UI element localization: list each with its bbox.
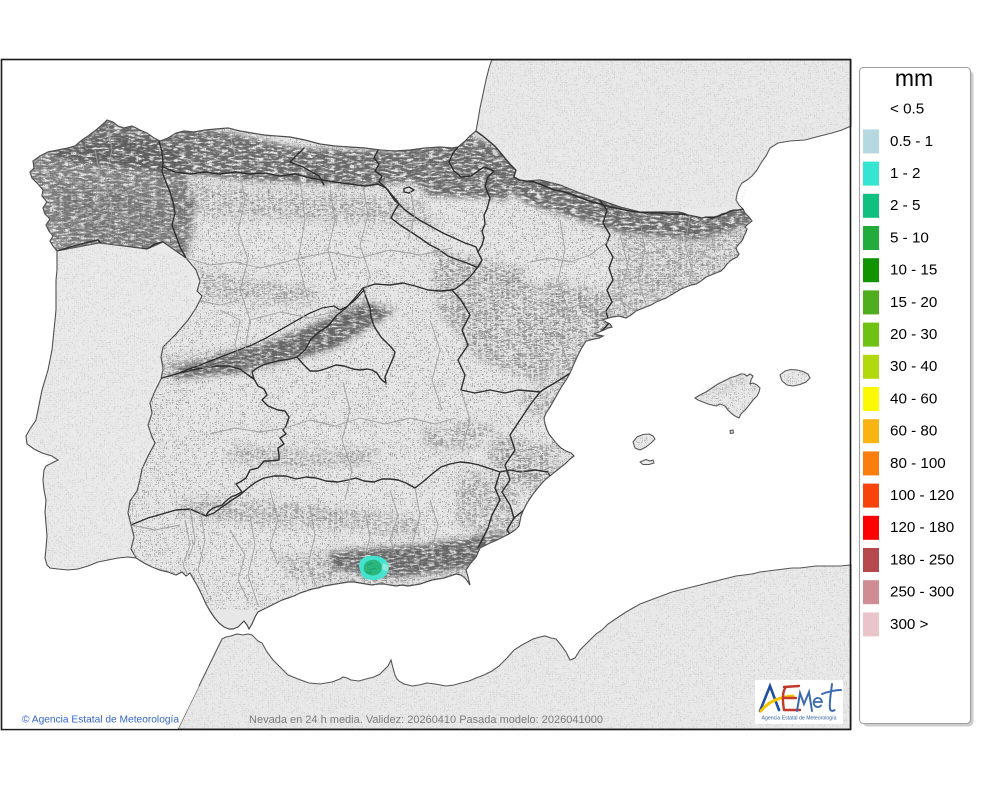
svg-text:0.5 - 1: 0.5 - 1 — [890, 133, 933, 150]
svg-text:< 0.5: < 0.5 — [890, 101, 924, 118]
svg-text:Nevada en 24 h media. Validez:: Nevada en 24 h media. Validez: 20260410 … — [249, 714, 603, 726]
svg-text:20 - 30: 20 - 30 — [890, 326, 937, 343]
svg-text:Agencia Estatal de Meteorologí: Agencia Estatal de Meteorología — [762, 716, 837, 722]
svg-text:mm: mm — [895, 65, 933, 91]
svg-text:30 - 40: 30 - 40 — [890, 358, 937, 375]
svg-text:10 - 15: 10 - 15 — [890, 262, 937, 279]
svg-text:250 - 300: 250 - 300 — [890, 584, 954, 601]
svg-text:300 >: 300 > — [890, 616, 929, 633]
svg-text:60 - 80: 60 - 80 — [890, 423, 937, 440]
svg-text:180 - 250: 180 - 250 — [890, 551, 954, 568]
svg-text:1 - 2: 1 - 2 — [890, 165, 920, 182]
svg-text:80 - 100: 80 - 100 — [890, 455, 946, 472]
svg-text:120 - 180: 120 - 180 — [890, 519, 954, 536]
svg-text:© Agencia Estatal de Meteorolo: © Agencia Estatal de Meteorología — [22, 715, 179, 726]
svg-text:5 - 10: 5 - 10 — [890, 229, 929, 246]
svg-text:2 - 5: 2 - 5 — [890, 197, 920, 214]
svg-text:40 - 60: 40 - 60 — [890, 390, 937, 407]
svg-text:15 - 20: 15 - 20 — [890, 294, 937, 311]
svg-text:100 - 120: 100 - 120 — [890, 487, 954, 504]
